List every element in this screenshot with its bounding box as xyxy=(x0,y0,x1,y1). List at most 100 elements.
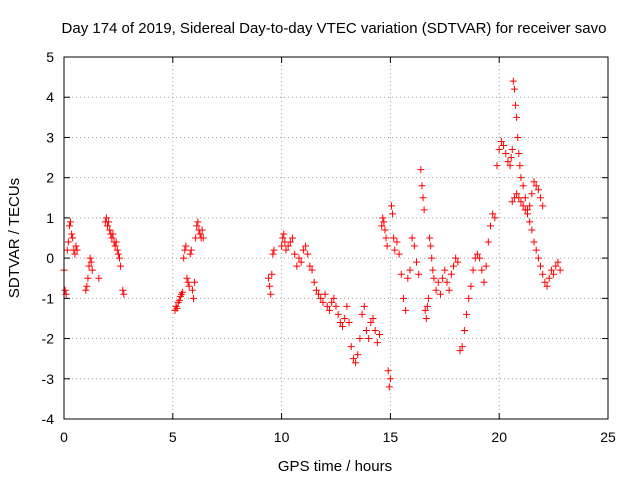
data-point-marker xyxy=(180,254,188,262)
data-point-marker xyxy=(445,286,453,294)
data-point-marker xyxy=(268,270,276,278)
data-point-marker xyxy=(82,286,90,294)
data-point-marker xyxy=(399,294,407,302)
data-point-marker xyxy=(491,214,499,222)
data-point-marker xyxy=(183,274,191,282)
data-point-marker xyxy=(521,206,529,214)
data-point-marker xyxy=(269,250,277,258)
data-point-marker xyxy=(452,254,460,262)
data-point-marker xyxy=(547,266,555,274)
data-point-marker xyxy=(358,310,366,318)
data-point-marker xyxy=(306,262,314,270)
data-point-marker xyxy=(539,202,547,210)
data-point-marker xyxy=(106,226,114,234)
data-point-marker xyxy=(413,258,421,266)
data-point-marker xyxy=(308,266,316,274)
y-tick-label: 2 xyxy=(46,170,54,186)
data-point-marker xyxy=(115,254,123,262)
data-point-marker xyxy=(476,254,484,262)
data-point-marker xyxy=(506,162,514,170)
data-point-marker xyxy=(293,262,301,270)
data-point-marker xyxy=(463,310,471,318)
data-point-marker xyxy=(502,150,510,158)
data-point-marker xyxy=(424,294,432,302)
data-point-marker xyxy=(539,270,547,278)
data-point-marker xyxy=(432,286,440,294)
data-point-marker xyxy=(515,150,523,158)
y-tick-label: -4 xyxy=(42,411,55,427)
data-point-marker xyxy=(395,250,403,258)
data-point-marker xyxy=(371,327,379,335)
data-point-marker xyxy=(421,306,429,314)
data-point-marker xyxy=(184,278,192,286)
data-point-marker xyxy=(73,246,81,254)
data-point-marker xyxy=(360,302,368,310)
data-point-marker xyxy=(482,262,490,270)
data-point-marker xyxy=(515,194,523,202)
data-point-marker xyxy=(486,222,494,230)
data-point-marker xyxy=(541,278,549,286)
data-point-marker xyxy=(513,190,521,198)
data-point-marker xyxy=(508,198,516,206)
data-point-marker xyxy=(415,270,423,278)
data-point-marker xyxy=(105,218,113,226)
data-point-marker xyxy=(410,242,418,250)
data-point-marker xyxy=(189,294,197,302)
plot-frame xyxy=(63,56,609,420)
data-point-marker xyxy=(386,375,394,383)
data-point-marker xyxy=(365,335,373,343)
data-point-marker xyxy=(299,246,307,254)
data-point-marker xyxy=(95,274,103,282)
data-point-marker xyxy=(343,302,351,310)
data-point-marker xyxy=(362,327,370,335)
data-point-marker xyxy=(473,250,481,258)
data-point-marker xyxy=(88,266,96,274)
data-point-marker xyxy=(352,359,360,367)
data-point-marker xyxy=(381,226,389,234)
data-point-marker xyxy=(376,331,384,339)
data-point-marker xyxy=(519,202,527,210)
data-point-marker xyxy=(312,286,320,294)
data-point-marker xyxy=(65,222,73,230)
data-point-marker xyxy=(196,230,204,238)
data-point-marker xyxy=(526,218,534,226)
data-point-marker xyxy=(379,214,387,222)
data-point-marker xyxy=(554,258,562,266)
data-point-marker xyxy=(441,266,449,274)
data-point-marker xyxy=(373,339,381,347)
data-point-marker xyxy=(423,302,431,310)
data-point-marker xyxy=(334,310,342,318)
data-point-marker xyxy=(321,290,329,298)
data-point-marker xyxy=(391,246,399,254)
data-point-marker xyxy=(332,302,340,310)
data-point-marker xyxy=(465,294,473,302)
data-point-marker xyxy=(330,294,338,302)
data-point-marker xyxy=(512,101,520,109)
data-point-marker xyxy=(389,210,397,218)
data-point-marker xyxy=(328,298,336,306)
data-point-marker xyxy=(419,194,427,202)
y-tick-label: 4 xyxy=(46,89,54,105)
data-point-marker xyxy=(422,314,430,322)
data-point-marker xyxy=(509,77,517,85)
data-point-marker xyxy=(193,222,201,230)
data-point-marker xyxy=(69,234,77,242)
data-point-marker xyxy=(385,383,393,391)
data-point-marker xyxy=(198,226,206,234)
data-point-marker xyxy=(443,278,451,286)
data-point-marker xyxy=(114,250,122,258)
data-point-marker xyxy=(426,234,434,242)
data-point-marker xyxy=(383,242,391,250)
data-point-marker xyxy=(556,266,564,274)
data-point-marker xyxy=(199,234,207,242)
data-point-marker xyxy=(404,274,412,282)
data-point-marker xyxy=(63,246,71,254)
data-point-marker xyxy=(194,218,202,226)
data-point-marker xyxy=(427,242,435,250)
data-point-marker xyxy=(72,242,80,250)
data-point-marker xyxy=(387,202,395,210)
y-tick-label: 5 xyxy=(46,49,54,65)
data-point-marker xyxy=(528,226,536,234)
data-point-marker xyxy=(87,258,95,266)
